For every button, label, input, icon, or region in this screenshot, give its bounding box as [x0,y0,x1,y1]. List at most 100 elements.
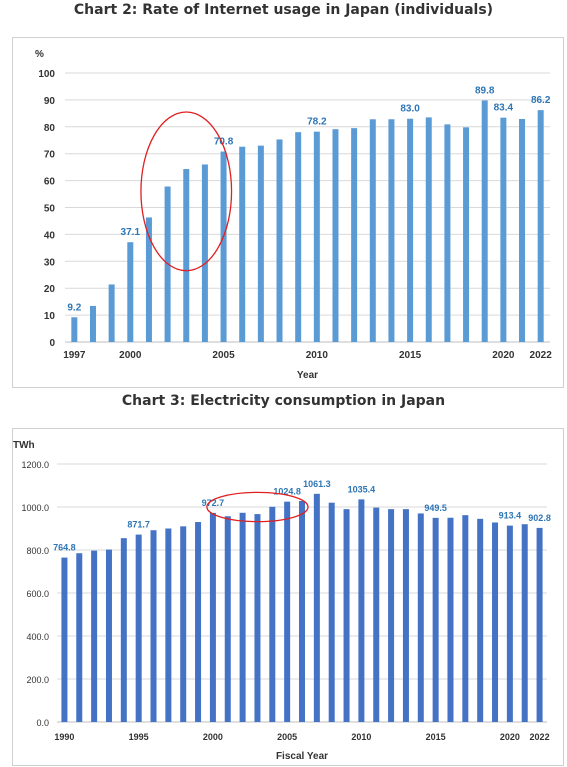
highlight-annotation [206,491,309,523]
highlight-annotation [140,111,233,272]
bar [332,129,339,342]
y-tick-label: 90 [44,96,56,107]
y-tick-label: 0 [49,338,55,349]
y-tick-label: 50 [44,204,56,215]
y-tick-label: 20 [44,284,56,295]
bar [500,117,507,343]
x-tick-label: 2000 [203,732,223,742]
bar [61,557,68,722]
bar [492,522,499,722]
chart-3-panel: 0.0 200.0 400.0 600.0 800.0 1000.0 1200.0 TWh 19… [12,428,564,766]
bar [209,512,216,722]
x-tick-label: 2015 [426,732,446,742]
x-axis-title: Fiscal Year [276,751,328,762]
y-tick-label: 70 [44,150,56,161]
data-label: 972.7 [202,498,225,508]
bar [201,164,208,342]
bar [145,217,152,342]
x-tick-label: 2015 [399,350,422,361]
bar [537,110,544,342]
y-tick-label: 0.0 [36,718,49,728]
y-axis-unit: % [35,49,44,60]
x-tick-label: 2022 [530,350,553,361]
y-tick-label: 1000.0 [21,503,49,513]
data-label: 902.8 [528,513,551,523]
y-axis-unit: TWh [13,440,35,451]
data-label: 1024.8 [273,487,301,497]
bar [127,242,134,342]
x-tick-label: 2000 [119,350,142,361]
data-label: 9.2 [67,302,81,313]
bar [432,517,439,722]
y-tick-label: 1200.0 [21,460,49,470]
x-tick-label: 2022 [530,732,550,742]
y-tick-label: 40 [44,230,56,241]
data-label: 70.8 [214,137,234,148]
data-label: 83.0 [400,104,420,115]
chart-3-title: Chart 3: Electricity consumption in Japa… [121,393,446,409]
bar [91,550,98,722]
bar [521,524,528,722]
x-tick-label: 2020 [492,350,515,361]
data-label: 1035.4 [348,484,376,494]
x-tick-label: 2005 [212,350,235,361]
y-tick-label: 100 [38,69,55,80]
y-tick-label: 60 [44,177,56,188]
x-tick-label: 2010 [306,350,329,361]
data-label: 83.4 [494,103,514,114]
bar [519,118,526,343]
bar [220,151,227,342]
bar [105,549,112,722]
bar [417,513,424,722]
data-label: 78.2 [307,117,327,128]
bar [343,509,350,722]
bar [180,526,187,722]
bar [76,553,83,722]
bar [388,509,395,722]
data-label: 37.1 [121,227,141,238]
bar [407,118,414,342]
x-tick-label: 2010 [351,732,371,742]
x-axis-title: Year [297,370,318,381]
bar [313,131,320,342]
bar [71,317,78,342]
data-label: 89.8 [475,85,495,96]
bar [388,119,395,342]
bar [444,124,451,342]
chart-2-title: Chart 2: Rate of Internet usage in Japan… [73,2,494,18]
bar [239,512,246,722]
bar [299,500,305,722]
chart-2-plot: 0 10 20 30 40 50 60 70 80 90 100% 1997 2000 2005 2010 2… [35,49,553,381]
bar [358,499,365,722]
bar [195,522,202,722]
bar [254,514,261,722]
data-label: 86.2 [531,95,551,106]
bar [506,525,513,722]
bar [135,534,142,722]
x-tick-label: 1995 [129,732,149,742]
bar [284,501,291,722]
bar [108,284,115,342]
y-tick-label: 30 [44,257,56,268]
bar [120,538,127,722]
bar [257,145,264,342]
data-label: 1061.3 [303,479,331,489]
bar [351,128,358,342]
data-label: 949.5 [424,503,447,513]
chart-3-plot: 0.0 200.0 400.0 600.0 800.0 1000.0 1200.0 TWh 19… [13,440,551,762]
bar [425,117,432,342]
x-tick-label: 2020 [500,732,520,742]
bar [165,528,172,722]
x-tick-label: 1997 [63,350,86,361]
bar [373,507,380,722]
bar [536,527,543,722]
bar [224,516,231,722]
y-tick-label: 10 [44,311,56,322]
bar [239,146,246,342]
y-tick-label: 800.0 [26,546,49,556]
bar [481,100,488,342]
bar [369,119,376,342]
y-tick-label: 400.0 [26,632,49,642]
bar [477,518,484,722]
chart-2-panel: 0 10 20 30 40 50 60 70 80 90 100% 1997 2000 2005 2010 2… [12,37,564,388]
